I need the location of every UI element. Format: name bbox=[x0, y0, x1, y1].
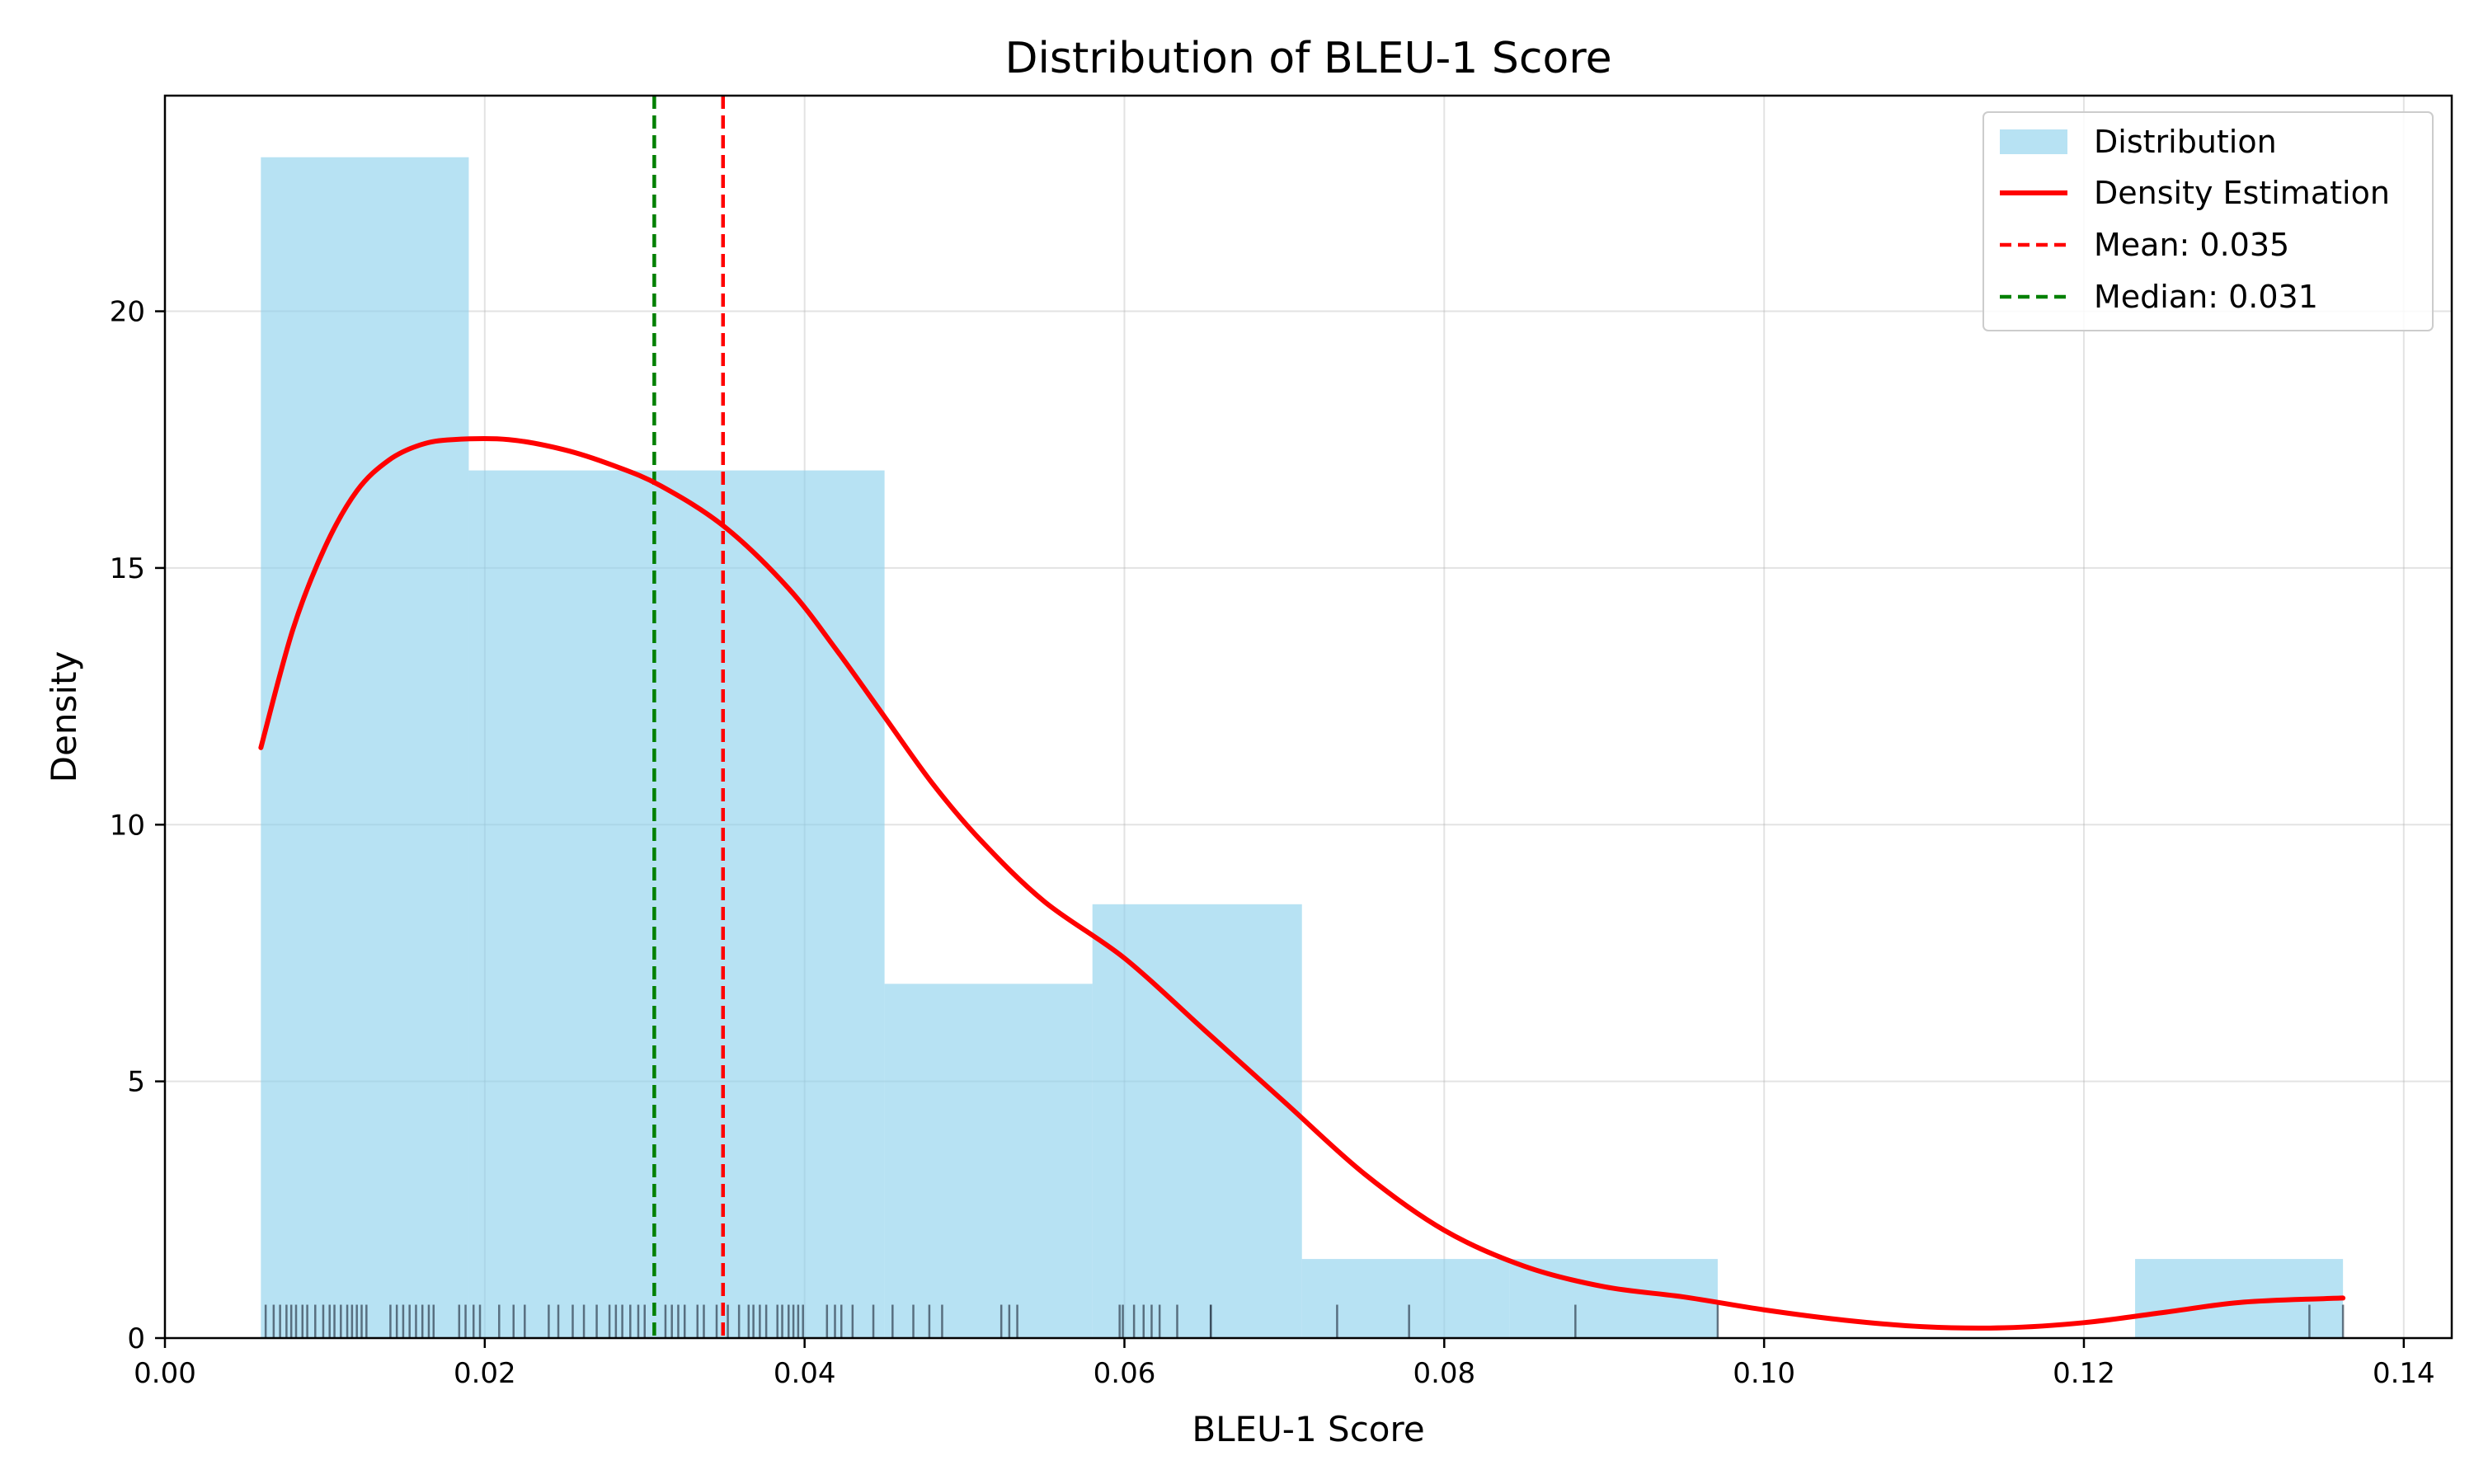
legend-label-distribution: Distribution bbox=[2094, 124, 2277, 160]
histogram-bar-2 bbox=[676, 470, 885, 1339]
legend-label-median: Median: 0.031 bbox=[2094, 279, 2318, 315]
density-curve bbox=[258, 436, 2346, 1331]
reference-lines bbox=[652, 96, 726, 1338]
histogram-bar-4 bbox=[1092, 904, 1302, 1338]
y-tick-label-4: 20 bbox=[110, 296, 145, 329]
y-tick-label-2: 10 bbox=[110, 809, 145, 842]
x-tick-label-7: 0.14 bbox=[2373, 1357, 2435, 1390]
histogram-bar-5 bbox=[1301, 1259, 1510, 1338]
y-tick-label-3: 15 bbox=[110, 552, 145, 585]
histogram-bars bbox=[261, 157, 2344, 1339]
histogram-bar-3 bbox=[884, 984, 1093, 1338]
legend: Distribution Density Estimation Mean: 0.… bbox=[1982, 111, 2434, 331]
x-tick-label-0: 0.00 bbox=[134, 1357, 196, 1390]
histogram-bar-1 bbox=[468, 470, 677, 1339]
x-tick-label-6: 0.12 bbox=[2053, 1357, 2115, 1390]
y-axis-ticks: 0 5 10 15 20 bbox=[110, 296, 165, 1355]
x-axis-label: BLEU-1 Score bbox=[1192, 1409, 1424, 1449]
chart-title: Distribution of BLEU-1 Score bbox=[1004, 34, 1611, 83]
x-tick-label-2: 0.04 bbox=[774, 1357, 836, 1390]
x-tick-label-1: 0.02 bbox=[454, 1357, 516, 1390]
legend-box bbox=[1982, 111, 2434, 331]
rug-ticks bbox=[264, 1304, 2345, 1338]
x-axis-ticks: 0.00 0.02 0.04 0.06 0.08 0.10 0.12 0.14 bbox=[134, 1338, 2435, 1390]
y-axis-label: Density bbox=[44, 651, 84, 783]
y-tick-label-1: 5 bbox=[127, 1066, 145, 1099]
x-tick-label-3: 0.06 bbox=[1094, 1357, 1156, 1390]
y-tick-label-0: 0 bbox=[127, 1322, 145, 1355]
legend-swatch-distribution bbox=[2000, 129, 2067, 154]
histogram-bar-0 bbox=[261, 157, 469, 1338]
density-curve-layer bbox=[258, 436, 2346, 1331]
legend-label-mean: Mean: 0.035 bbox=[2094, 227, 2289, 263]
x-tick-label-4: 0.08 bbox=[1413, 1357, 1475, 1390]
plot-frame bbox=[163, 94, 2453, 1340]
legend-label-density-estimation: Density Estimation bbox=[2094, 175, 2390, 211]
x-tick-label-5: 0.10 bbox=[1733, 1357, 1795, 1390]
